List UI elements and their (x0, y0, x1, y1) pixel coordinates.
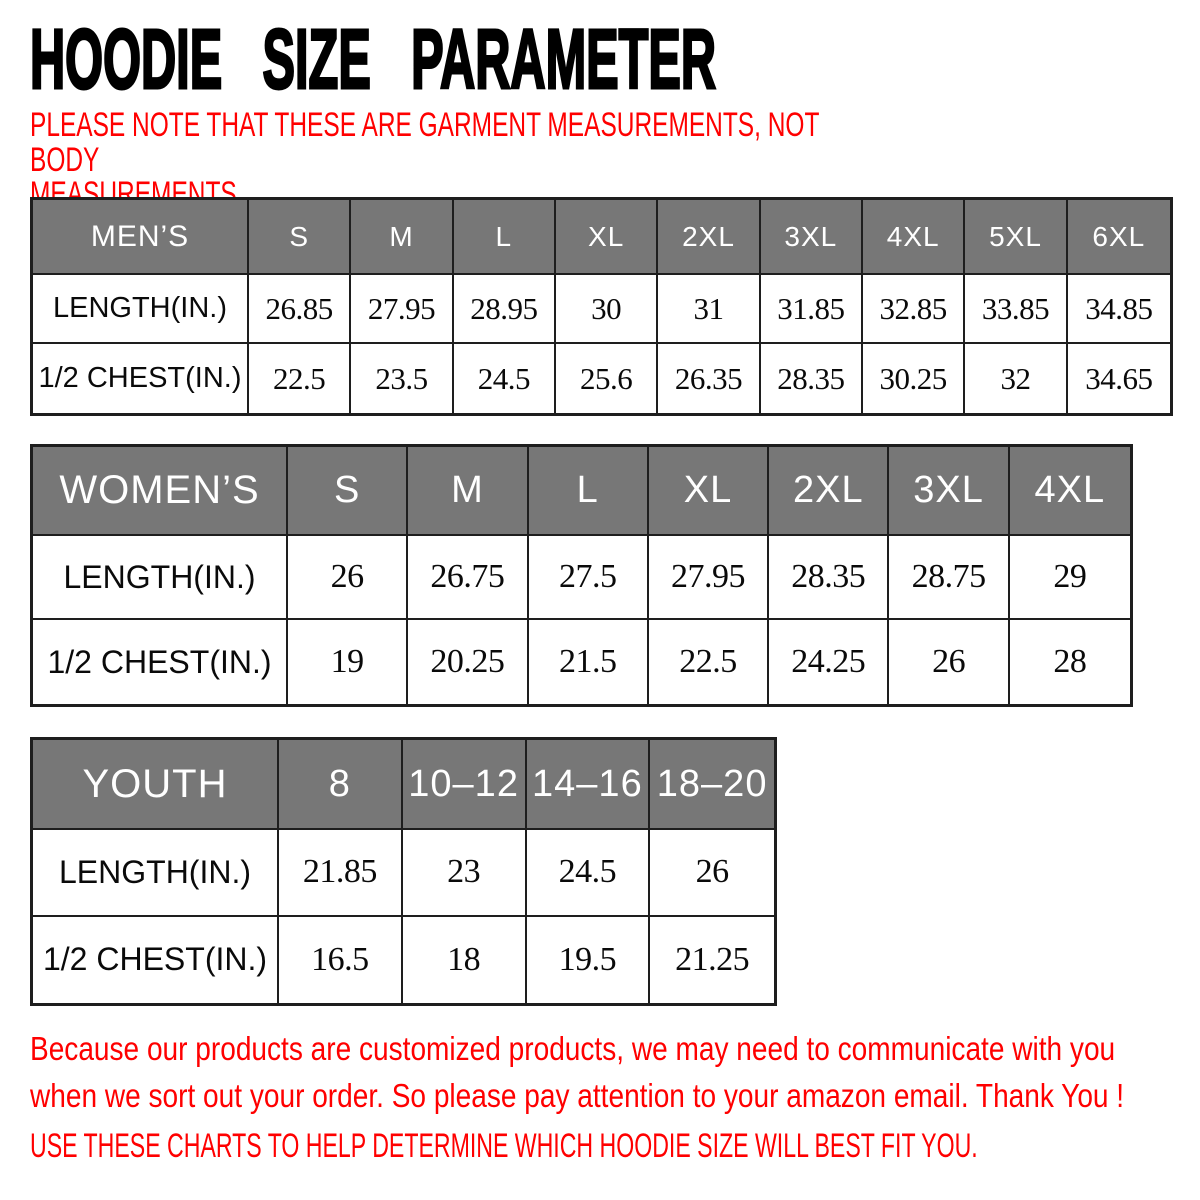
measurement-value: 20.25 (408, 620, 529, 704)
table-group-header: YOUTH (33, 740, 279, 830)
customization-communication-note: Because our products are customized prod… (30, 1030, 1125, 1114)
measurement-row-label: 1/2 CHEST(IN.) (33, 620, 288, 704)
measurement-value: 30 (556, 275, 659, 344)
measurement-row-label: LENGTH(IN.) (33, 275, 249, 344)
size-column-header: S (288, 447, 409, 536)
measurement-value: 28.75 (889, 536, 1010, 620)
measurement-value: 26.75 (408, 536, 529, 620)
measurement-row-label: LENGTH(IN.) (33, 830, 279, 917)
measurement-value: 19 (288, 620, 409, 704)
measurement-row-label: 1/2 CHEST(IN.) (33, 916, 279, 1003)
table-group-header: WOMEN’S (33, 447, 288, 536)
fit-advice-note: USE THESE CHARTS TO HELP DETERMINE WHICH… (30, 1127, 978, 1165)
size-column-header: 18–20 (650, 740, 774, 830)
size-column-header: XL (556, 200, 659, 275)
size-column-header: 3XL (889, 447, 1010, 536)
measurement-value: 25.6 (556, 344, 659, 413)
measurement-value: 27.5 (528, 536, 649, 620)
measurement-value: 28.35 (769, 536, 890, 620)
size-column-header: 2XL (769, 447, 890, 536)
size-column-header: M (351, 200, 454, 275)
size-column-header: 5XL (965, 200, 1068, 275)
measurement-value: 18 (403, 916, 527, 1003)
measurement-value: 19.5 (527, 916, 651, 1003)
size-column-header: 4XL (863, 200, 966, 275)
size-column-header: 8 (279, 740, 403, 830)
measurement-value: 23 (402, 830, 527, 917)
measurement-value: 31.85 (760, 275, 863, 344)
womens-size-table: WOMEN’S S M L XL 2XL 3XL 4XL LENGTH(IN.) 26 26.75 2… (30, 444, 1133, 707)
measurement-value: 24.25 (769, 620, 890, 704)
measurement-value: 26.85 (249, 275, 352, 344)
size-column-header: 3XL (760, 200, 863, 275)
table-group-header: MEN’S (33, 200, 249, 275)
measurement-value: 22.5 (649, 620, 770, 704)
measurement-value: 24.5 (454, 344, 556, 413)
measurement-value: 27.95 (648, 536, 770, 620)
measurement-value: 26 (889, 620, 1010, 704)
measurement-value: 16.5 (279, 916, 403, 1003)
measurement-value: 24.5 (526, 830, 651, 917)
size-column-header: XL (648, 447, 770, 536)
page-title: HOODIE SIZE PARAMETER (29, 12, 717, 106)
size-column-header: 10–12 (402, 740, 527, 830)
measurement-value: 32 (965, 344, 1068, 413)
measurement-value: 27.95 (351, 275, 454, 344)
measurement-value: 34.85 (1067, 275, 1170, 344)
measurement-value: 28.35 (761, 344, 863, 413)
measurement-value: 22.5 (249, 344, 352, 413)
measurement-value: 30.25 (863, 344, 966, 413)
measurement-value: 28.95 (453, 275, 556, 344)
measurement-value: 34.65 (1085, 360, 1153, 396)
measurement-value: 26 (650, 830, 774, 917)
size-column-header: L (453, 200, 556, 275)
size-column-header: 2XL (658, 200, 761, 275)
size-column-header: 14–16 (526, 740, 651, 830)
size-column-header: S (249, 200, 352, 275)
size-column-header: M (408, 447, 529, 536)
measurement-value: 26.35 (658, 344, 761, 413)
measurement-value: 32.85 (863, 275, 966, 344)
mens-size-table: MEN’S S M L XL 2XL 3XL 4XL 5XL 6XL LENGTH(IN.) 26.8… (30, 197, 1173, 416)
garment-measurements-note: PLEASE NOTE THAT THESE ARE GARMENT MEASU… (30, 106, 819, 214)
size-column-header: 4XL (1009, 447, 1130, 536)
measurement-value: 33.85 (965, 275, 1068, 344)
measurement-row-label: 1/2 CHEST(IN.) (33, 344, 249, 413)
youth-size-table: YOUTH 8 10–12 14–16 18–20 LENGTH(IN.) 21.85 23 2… (30, 737, 777, 1006)
measurement-value: 29 (1009, 536, 1130, 620)
size-column-header: 6XL (1067, 200, 1170, 275)
measurement-value: 31 (658, 275, 761, 344)
size-column-header: L (528, 447, 649, 536)
measurement-value: 21.85 (279, 830, 403, 917)
measurement-value: 28 (1053, 643, 1087, 680)
measurement-value: 21.5 (529, 620, 649, 704)
measurement-row-label: LENGTH(IN.) (33, 536, 288, 620)
measurement-value: 23.5 (351, 344, 454, 413)
measurement-value: 26 (288, 536, 409, 620)
measurement-value: 21.25 (675, 940, 750, 978)
